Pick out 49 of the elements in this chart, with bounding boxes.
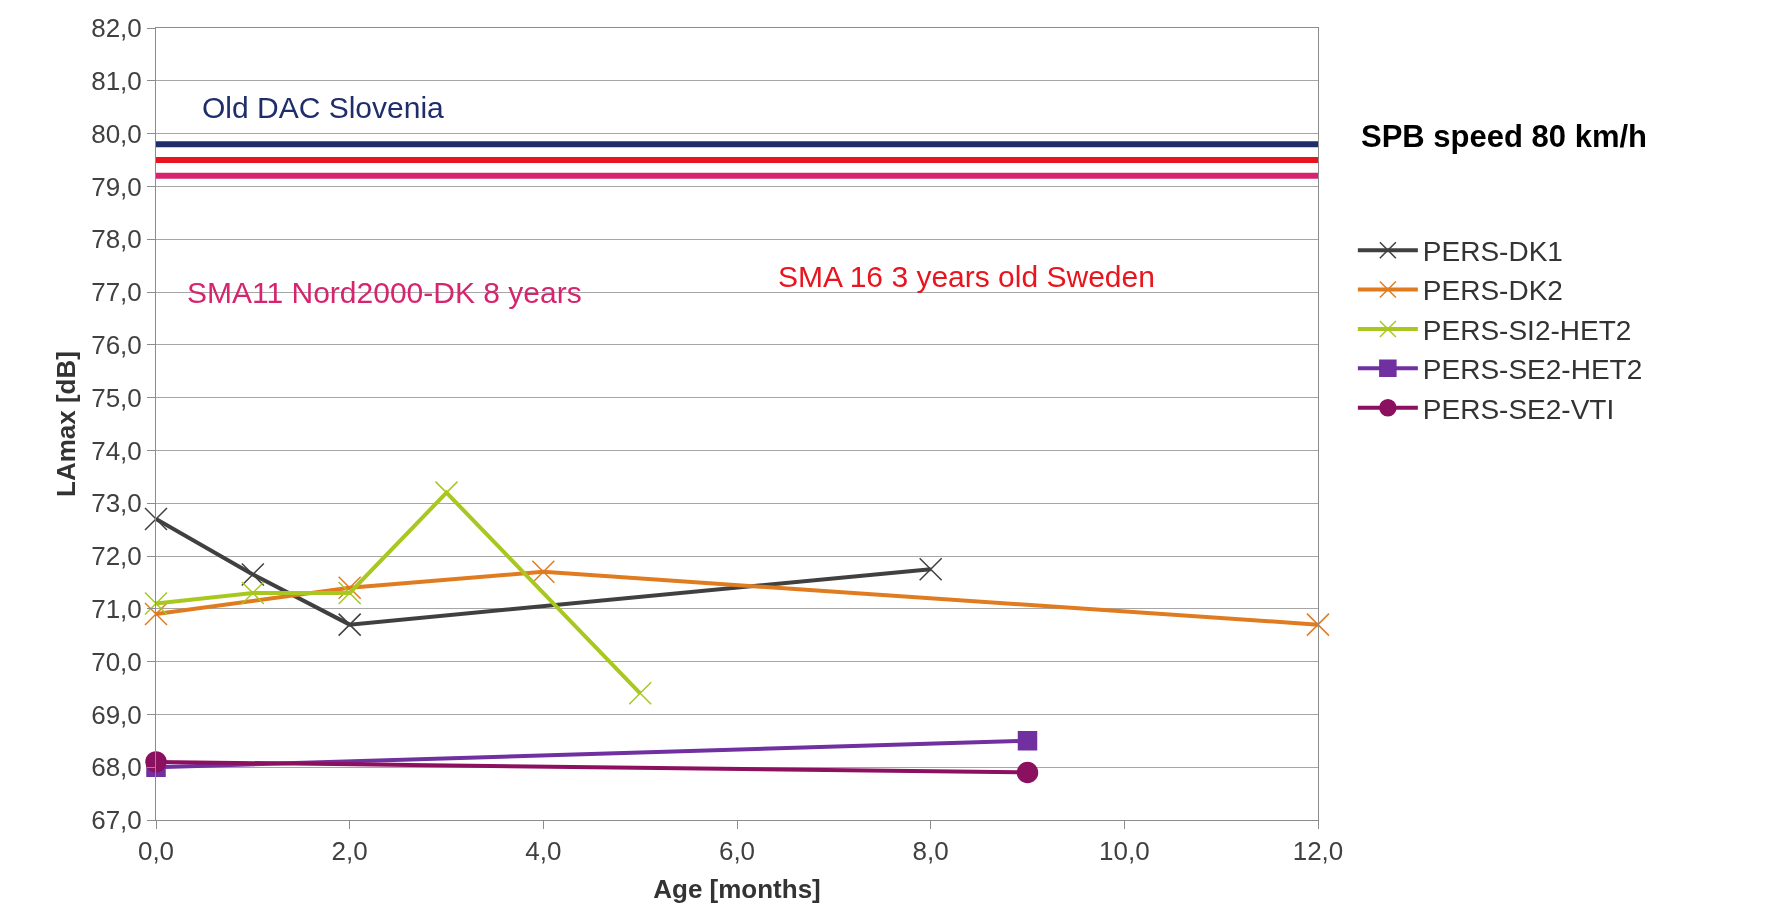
y-axis-title: LAmax [dB] bbox=[50, 351, 81, 497]
point bbox=[144, 602, 168, 626]
y-tick-label: 67,0 bbox=[91, 805, 142, 836]
y-tick-label: 76,0 bbox=[91, 329, 142, 360]
y-tick-label: 75,0 bbox=[91, 382, 142, 413]
legend-label: PERS-SE2-HET2 bbox=[1422, 354, 1643, 386]
point bbox=[337, 612, 362, 637]
x-axis-title: Age [months] bbox=[653, 873, 821, 904]
point bbox=[1017, 731, 1038, 751]
point bbox=[144, 507, 168, 531]
y-tick-label: 72,0 bbox=[91, 541, 142, 572]
point bbox=[1306, 612, 1330, 637]
y-tick-label: 70,0 bbox=[91, 646, 142, 677]
y-tick-label: 73,0 bbox=[91, 488, 142, 519]
point bbox=[241, 581, 265, 605]
ref-line-label: SMA11 Nord2000-DK 8 years bbox=[187, 276, 582, 309]
point bbox=[241, 562, 265, 587]
y-tick-label: 81,0 bbox=[91, 65, 142, 96]
y-tick-label: 69,0 bbox=[91, 699, 142, 730]
y-tick-label: 74,0 bbox=[91, 435, 142, 466]
y-tick-label: 78,0 bbox=[91, 224, 142, 255]
text: SPB speed 80 km/h bbox=[1361, 119, 1648, 154]
point bbox=[144, 591, 168, 616]
point bbox=[145, 751, 167, 773]
y-tick-label: 71,0 bbox=[91, 593, 142, 624]
point bbox=[1016, 761, 1039, 784]
legend-label: PERS-SE2-VTI bbox=[1422, 393, 1615, 425]
point bbox=[918, 557, 943, 581]
point bbox=[628, 681, 652, 706]
legend-label: PERS-SI2-HET2 bbox=[1422, 314, 1632, 346]
point bbox=[337, 575, 362, 600]
y-tick-label: 80,0 bbox=[91, 118, 142, 149]
y-tick-label: 82,0 bbox=[91, 13, 142, 44]
x-tick-label: 10,0 bbox=[1099, 836, 1150, 867]
x-tick-label: 0,0 bbox=[137, 836, 175, 867]
ref-line-label: Old DAC Slovenia bbox=[202, 91, 445, 124]
y-tick-label: 79,0 bbox=[91, 171, 142, 202]
ref-line-label: SMA 16 3 years old Sweden bbox=[778, 260, 1155, 293]
x-tick-label: 2,0 bbox=[331, 836, 368, 867]
y-tick-label: 68,0 bbox=[91, 752, 142, 783]
x-tick-label: 8,0 bbox=[912, 836, 949, 867]
x-tick-label: 6,0 bbox=[718, 836, 756, 867]
x-tick-label: 4,0 bbox=[525, 836, 562, 867]
point bbox=[531, 560, 556, 584]
legend-label: PERS-DK1 bbox=[1422, 236, 1563, 268]
point bbox=[337, 581, 362, 605]
x-tick-label: 12,0 bbox=[1292, 836, 1344, 867]
y-tick-label: 77,0 bbox=[91, 277, 142, 308]
legend-label: PERS-DK2 bbox=[1422, 275, 1563, 307]
